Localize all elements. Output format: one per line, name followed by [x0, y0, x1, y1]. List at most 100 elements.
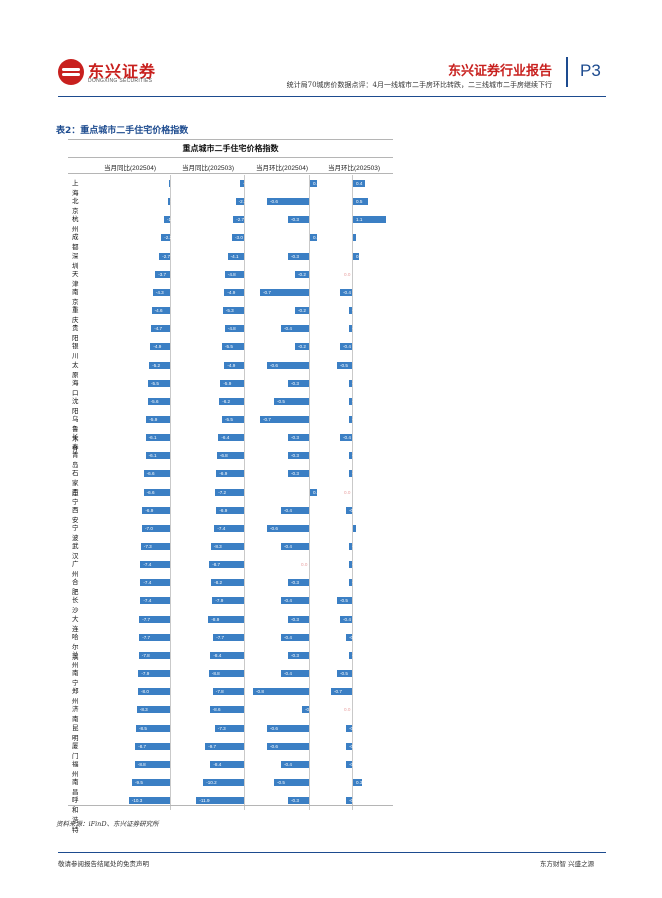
- data-label: -0.4: [284, 598, 292, 604]
- city-name: 南昌: [72, 777, 79, 796]
- data-bar: [353, 252, 359, 260]
- data-bar: [159, 252, 170, 260]
- data-bar: [136, 706, 170, 714]
- logo-subtext: DONGXING SECURITIES: [88, 78, 153, 84]
- city-name: 长沙: [72, 596, 79, 615]
- data-label: -7.8: [215, 689, 224, 695]
- data-bar: [281, 633, 309, 641]
- data-label: -0.4: [343, 616, 351, 622]
- disclaimer-link[interactable]: 敬请参阅报告结尾处的免责声明: [58, 860, 149, 868]
- data-label: -0.3: [291, 616, 299, 622]
- data-label: -0.3: [171, 181, 180, 186]
- table-title: 重点城市二手住宅价格指数: [182, 144, 279, 153]
- city-name: 南京: [72, 287, 79, 306]
- column-zero-axis: [352, 175, 353, 811]
- city-name: 宁波: [72, 523, 79, 542]
- data-bar: [168, 180, 170, 187]
- data-label: -5.3: [225, 308, 234, 314]
- data-bar: [346, 797, 352, 805]
- data-label: -7.4: [143, 598, 152, 604]
- data-bar: [353, 234, 356, 242]
- data-bar: [210, 651, 244, 659]
- city-name: 哈尔滨: [72, 632, 79, 661]
- data-bar: [148, 379, 170, 387]
- data-label: -4.1: [230, 253, 239, 259]
- header-divider: [566, 57, 568, 87]
- data-bar: [353, 778, 362, 786]
- data-bar: [155, 270, 170, 278]
- data-bar: [138, 670, 170, 678]
- data-bar: [260, 288, 309, 296]
- data-bar: [210, 543, 244, 550]
- city-name: 贵阳: [72, 324, 79, 343]
- data-bar: [288, 615, 309, 623]
- data-label: 0.1: [313, 489, 320, 495]
- data-label: -5.5: [225, 416, 233, 422]
- data-bar: [219, 397, 244, 405]
- data-bar: [310, 234, 317, 242]
- data-label: -7.4: [143, 562, 152, 568]
- data-bar: [216, 506, 244, 514]
- data-bar: [224, 270, 244, 278]
- data-bar: [211, 579, 244, 587]
- data-label: -5.9: [149, 416, 158, 422]
- data-label: -7.8: [141, 652, 150, 658]
- data-bar: [260, 415, 309, 423]
- data-label: -8.8: [211, 671, 220, 677]
- data-bar: [349, 543, 352, 550]
- data-label: -8.2: [214, 580, 223, 586]
- data-label: -0.4: [284, 507, 292, 513]
- data-bar: [208, 670, 244, 678]
- data-label: 0.1: [356, 235, 363, 241]
- data-bar: [222, 415, 244, 423]
- data-bar: [295, 270, 309, 278]
- data-bar: [140, 561, 170, 569]
- data-label: 0.2: [356, 253, 363, 259]
- data-bar: [138, 651, 170, 659]
- column-zero-axis: [170, 175, 171, 811]
- data-label: -3.7: [158, 271, 167, 277]
- data-bar: [212, 688, 244, 696]
- data-label: -0.2: [349, 507, 357, 513]
- data-bar: [274, 778, 309, 786]
- city-name: 郑州: [72, 687, 79, 706]
- city-name: 长春: [72, 433, 79, 452]
- city-name: 厦门: [72, 741, 79, 760]
- data-bar: [143, 470, 170, 478]
- data-label: -2.1: [238, 199, 247, 205]
- data-bar: [295, 343, 309, 351]
- city-name: 昆明: [72, 723, 79, 742]
- data-bar: [227, 252, 244, 260]
- page-number: P3: [580, 61, 601, 80]
- data-bar: [218, 434, 244, 442]
- data-label: -4.9: [227, 362, 236, 368]
- data-label: -0.3: [291, 652, 299, 658]
- data-label: -2.2: [164, 235, 173, 241]
- data-label: 0.0: [344, 271, 351, 277]
- data-bar: [132, 778, 170, 786]
- data-bar: [310, 180, 317, 187]
- city-name: 成都: [72, 233, 79, 252]
- data-label: 0.0: [344, 707, 351, 713]
- data-bar: [232, 234, 244, 242]
- data-bar: [147, 397, 170, 405]
- data-label: -7.7: [142, 616, 151, 622]
- data-label: -5.6: [150, 398, 159, 404]
- column-zero-axis: [244, 175, 245, 811]
- data-label: -0.4: [284, 544, 292, 549]
- data-bar: [135, 742, 170, 750]
- data-label: -7.7: [216, 634, 225, 640]
- data-label: -4.6: [154, 308, 163, 314]
- data-label: -0.1: [305, 707, 313, 713]
- data-label: -8.8: [137, 761, 146, 767]
- data-bar: [346, 506, 352, 514]
- data-bar: [288, 216, 309, 224]
- city-name: 呼和浩特: [72, 796, 79, 835]
- city-name: 西宁: [72, 487, 79, 506]
- data-bar: [210, 760, 244, 768]
- data-bar: [340, 434, 352, 442]
- data-bar: [205, 742, 244, 750]
- data-label: -0.3: [291, 253, 299, 259]
- data-label: -0.5: [340, 598, 348, 604]
- data-label: -4.8: [227, 271, 236, 277]
